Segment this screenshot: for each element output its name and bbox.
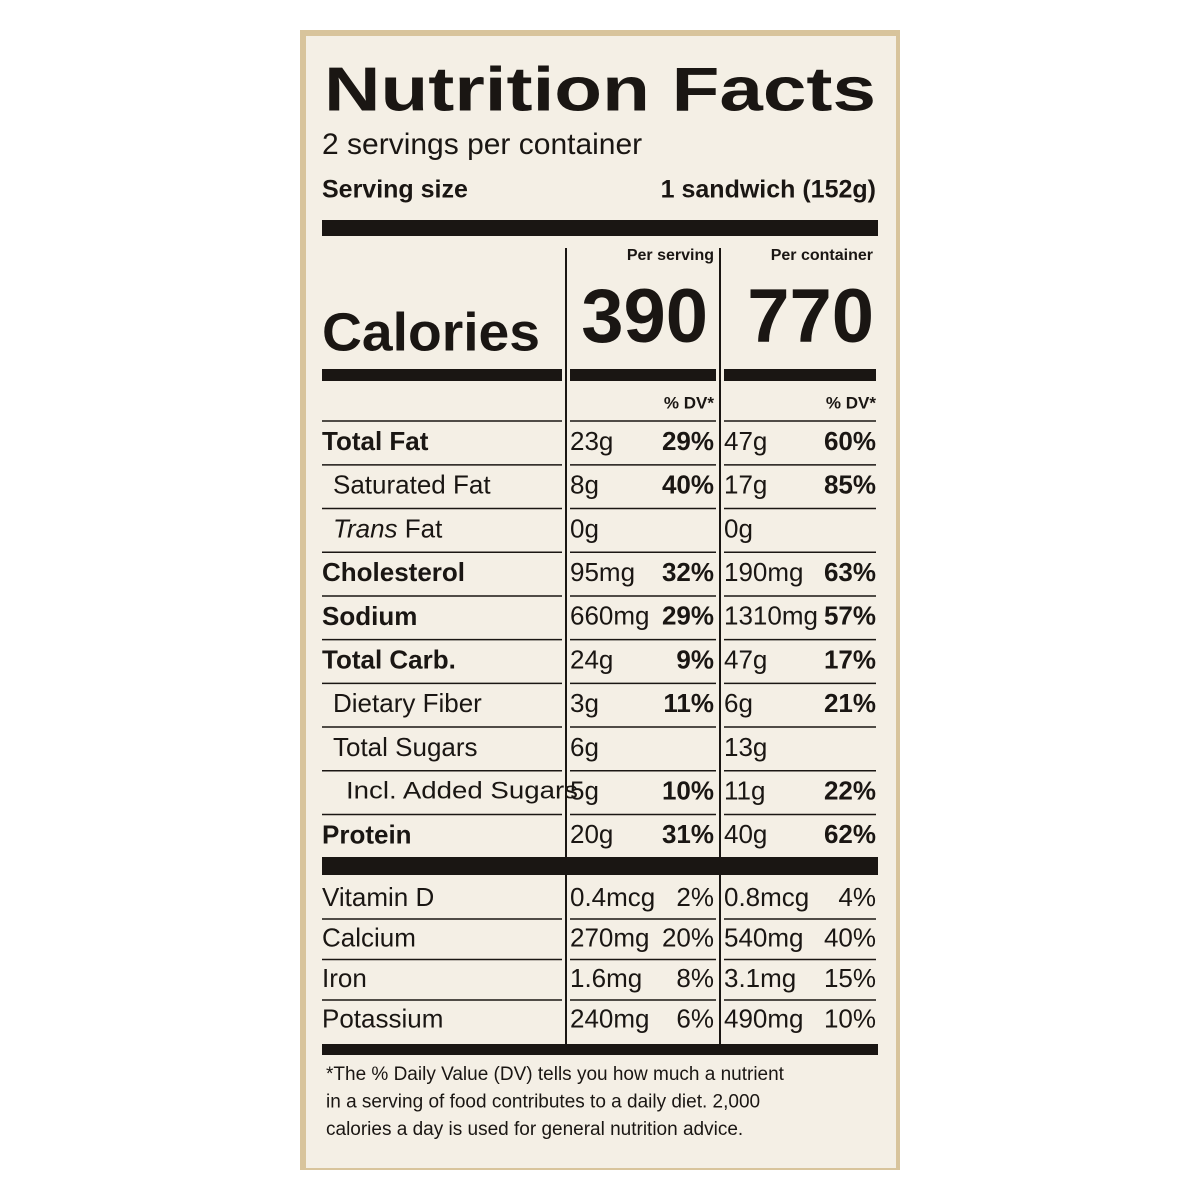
amount: 1.6mg bbox=[570, 963, 642, 993]
thick-rule bbox=[322, 857, 878, 875]
vitamin-name: Vitamin D bbox=[322, 882, 434, 912]
daily-value: 2% bbox=[676, 882, 714, 912]
vitamin-name: Calcium bbox=[322, 922, 416, 952]
amount: 13g bbox=[724, 732, 767, 762]
daily-value: 20% bbox=[662, 922, 714, 952]
daily-value: 32% bbox=[662, 557, 714, 587]
daily-value: 31% bbox=[662, 819, 714, 849]
amount: 1310mg bbox=[724, 601, 818, 631]
daily-value: 8% bbox=[676, 963, 714, 993]
medium-rule bbox=[570, 369, 716, 381]
footnote: in a serving of food contributes to a da… bbox=[326, 1092, 760, 1113]
nutrient-name-italic: Trans bbox=[333, 513, 398, 543]
daily-value: 11% bbox=[663, 688, 714, 718]
nutrient-name: Protein bbox=[322, 819, 412, 849]
amount: 23g bbox=[570, 426, 613, 456]
nutrient-name-text: Cholesterol bbox=[322, 557, 465, 587]
nutrient-name-text: Saturated Fat bbox=[333, 470, 491, 500]
nutrient-name-text: Protein bbox=[322, 819, 412, 849]
nutrient-name-text: Total Fat bbox=[322, 426, 429, 456]
title: Nutrition Facts bbox=[324, 55, 876, 124]
amount: 3g bbox=[570, 688, 599, 718]
amount: 6g bbox=[570, 732, 599, 762]
daily-value: 17% bbox=[824, 644, 876, 674]
amount: 0g bbox=[570, 513, 599, 543]
daily-value: 6% bbox=[676, 1003, 714, 1033]
medium-rule bbox=[724, 369, 876, 381]
daily-value: 29% bbox=[662, 601, 714, 631]
nutrient-name-text: Sodium bbox=[322, 601, 417, 631]
daily-value: 10% bbox=[824, 1003, 876, 1033]
amount: 20g bbox=[570, 819, 613, 849]
nutrient-name-text: Dietary Fiber bbox=[333, 688, 482, 718]
nutrient-name-text: Incl. Added Sugars bbox=[346, 778, 578, 805]
nutrient-name: Total Carb. bbox=[322, 644, 456, 674]
nutrient-name-text: Total Sugars bbox=[333, 732, 478, 762]
nutrient-name: Sodium bbox=[322, 601, 417, 631]
amount: 490mg bbox=[724, 1003, 804, 1033]
amount: 47g bbox=[724, 644, 767, 674]
daily-value: 10% bbox=[662, 775, 714, 805]
calories-label: Calories bbox=[322, 302, 540, 362]
nutrient-name: Total Fat bbox=[322, 426, 429, 456]
daily-value: 63% bbox=[824, 557, 876, 587]
serving-size-label: Serving size bbox=[322, 176, 468, 204]
nutrient-name: Cholesterol bbox=[322, 557, 465, 587]
medium-rule bbox=[322, 369, 562, 381]
dv-header: % DV* bbox=[826, 393, 876, 412]
daily-value: 40% bbox=[662, 470, 714, 500]
servings: 2 servings per container bbox=[322, 128, 642, 161]
vitamin-name: Potassium bbox=[322, 1003, 443, 1033]
nutrient-name: Total Sugars bbox=[333, 732, 478, 762]
amount: 540mg bbox=[724, 922, 804, 952]
daily-value: 15% bbox=[824, 963, 876, 993]
serving-size-value: 1 sandwich (152g) bbox=[661, 176, 876, 204]
nutrient-name-text: Total Carb. bbox=[322, 644, 456, 674]
nutrient-name: Incl. Added Sugars bbox=[346, 778, 578, 805]
daily-value: 9% bbox=[676, 644, 714, 674]
daily-value: 29% bbox=[662, 426, 714, 456]
amount: 17g bbox=[724, 470, 767, 500]
amount: 0.4mcg bbox=[570, 882, 655, 912]
daily-value: 22% bbox=[824, 775, 876, 805]
footnote: *The % Daily Value (DV) tells you how mu… bbox=[326, 1064, 785, 1085]
column-header: Per serving bbox=[627, 247, 714, 264]
amount: 40g bbox=[724, 819, 767, 849]
amount: 0g bbox=[724, 513, 753, 543]
daily-value: 21% bbox=[824, 688, 876, 718]
vitamin-name: Iron bbox=[322, 963, 367, 993]
column-header: Per container bbox=[771, 247, 873, 264]
daily-value: 40% bbox=[824, 922, 876, 952]
amount: 190mg bbox=[724, 557, 804, 587]
amount: 47g bbox=[724, 426, 767, 456]
thick-rule bbox=[322, 1044, 878, 1055]
amount: 0.8mcg bbox=[724, 882, 809, 912]
calories-value: 770 bbox=[747, 274, 874, 359]
nutrient-name-text: Fat bbox=[405, 513, 443, 543]
calories-value: 390 bbox=[581, 274, 708, 359]
amount: 5g bbox=[570, 775, 599, 805]
nutrient-name: Dietary Fiber bbox=[333, 688, 482, 718]
daily-value: 85% bbox=[824, 470, 876, 500]
nutrient-name: Saturated Fat bbox=[333, 470, 491, 500]
daily-value: 60% bbox=[824, 426, 876, 456]
amount: 24g bbox=[570, 644, 613, 674]
amount: 6g bbox=[724, 688, 753, 718]
daily-value: 57% bbox=[824, 601, 876, 631]
daily-value: 4% bbox=[838, 882, 876, 912]
amount: 660mg bbox=[570, 601, 650, 631]
footnote: calories a day is used for general nutri… bbox=[326, 1119, 743, 1140]
amount: 270mg bbox=[570, 922, 650, 952]
amount: 11g bbox=[724, 775, 765, 805]
dv-header: % DV* bbox=[664, 393, 714, 412]
amount: 240mg bbox=[570, 1003, 650, 1033]
daily-value: 62% bbox=[824, 819, 876, 849]
nutrient-name: Trans Fat bbox=[333, 513, 443, 543]
amount: 8g bbox=[570, 470, 599, 500]
amount: 95mg bbox=[570, 557, 635, 587]
thick-rule bbox=[322, 220, 878, 236]
amount: 3.1mg bbox=[724, 963, 796, 993]
